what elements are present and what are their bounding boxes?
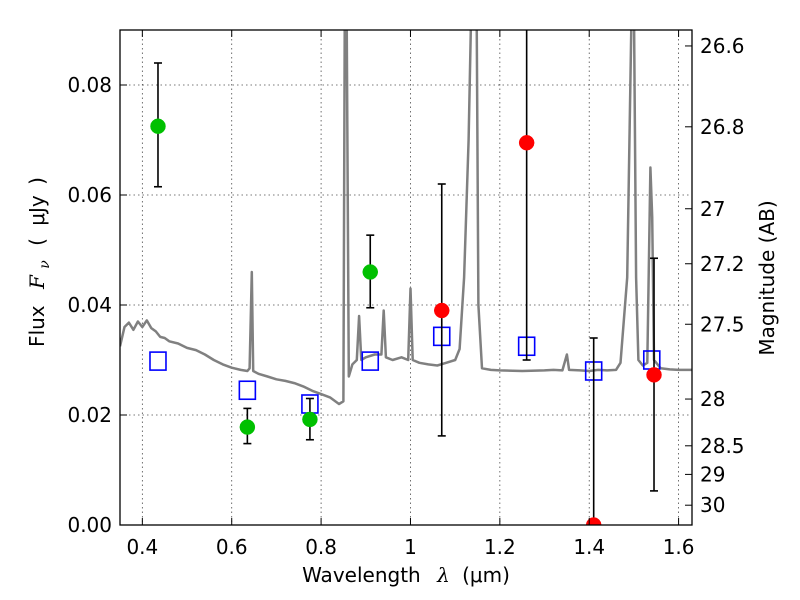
model-flux-marker xyxy=(238,380,257,401)
x-axis-label: Wavelength λ (μm) xyxy=(302,563,510,587)
x-tick-label: 1.4 xyxy=(573,535,605,559)
mag-tick-label: 27 xyxy=(700,197,725,221)
grid xyxy=(120,30,692,526)
y-axis-label-paren-close: ) xyxy=(25,177,49,185)
plot-background xyxy=(120,30,692,525)
mag-tick-label: 26.8 xyxy=(700,115,745,139)
y-axis-label-subscript: ν xyxy=(37,260,53,269)
mag-tick-label: 28.5 xyxy=(700,434,745,458)
model-flux-marker xyxy=(149,351,167,371)
y-axis-label-paren-open: ( xyxy=(25,238,49,246)
y-tick-label: 0.02 xyxy=(67,403,112,427)
measured-flux-point xyxy=(518,135,535,151)
x-tick-label: 1.6 xyxy=(663,535,695,559)
x-tick-label: 0.4 xyxy=(126,535,158,559)
mag-tick-label: 28 xyxy=(700,387,725,411)
mag-tick-label: 26.6 xyxy=(700,34,745,58)
mag-tick-label: 27.5 xyxy=(700,312,745,336)
measured-flux-point xyxy=(362,264,378,280)
spectrum-line xyxy=(120,30,692,406)
y-axis-label-unit: μJy xyxy=(25,195,49,226)
ticks: 0.4 0.6 0.8 1 1.2 1.4 1.6 0.00 0.02 0.04 0.06 0.08 2… xyxy=(67,30,745,559)
y-axis-label-symbol: F xyxy=(25,274,49,290)
y-axis-right-label: Magnitude (AB) xyxy=(755,200,779,355)
measured-flux-point xyxy=(302,411,318,428)
y-tick-label: 0.00 xyxy=(67,513,112,537)
x-tick-label: 1.2 xyxy=(484,535,516,559)
y-tick-label: 0.04 xyxy=(67,293,112,317)
measured-flux-point xyxy=(239,419,256,435)
y-axis-label: Flux F ν ( μJy ) xyxy=(25,177,54,347)
measured-flux-point xyxy=(434,302,450,319)
measured-flux-point xyxy=(585,517,602,525)
mag-tick-label: 29 xyxy=(700,462,725,486)
plot-frame xyxy=(119,29,693,526)
measured-flux-point xyxy=(150,118,166,134)
y-axis-label-text: Flux xyxy=(25,305,49,347)
x-tick-label: 0.6 xyxy=(216,535,248,559)
x-axis-label-unit: (μm) xyxy=(462,563,510,587)
model-flux-marker xyxy=(361,351,380,371)
y-tick-label: 0.08 xyxy=(67,73,112,97)
measured-flux-point xyxy=(646,367,662,383)
x-tick-label: 0.8 xyxy=(305,535,337,559)
x-axis-label-symbol: λ xyxy=(436,563,450,587)
mag-tick-label: 27.2 xyxy=(700,252,745,276)
x-tick-label: 1 xyxy=(404,535,417,559)
y-tick-label: 0.06 xyxy=(67,183,112,207)
x-axis-label-text: Wavelength xyxy=(302,563,421,587)
plot-area xyxy=(120,30,692,525)
mag-tick-label: 30 xyxy=(700,493,725,517)
